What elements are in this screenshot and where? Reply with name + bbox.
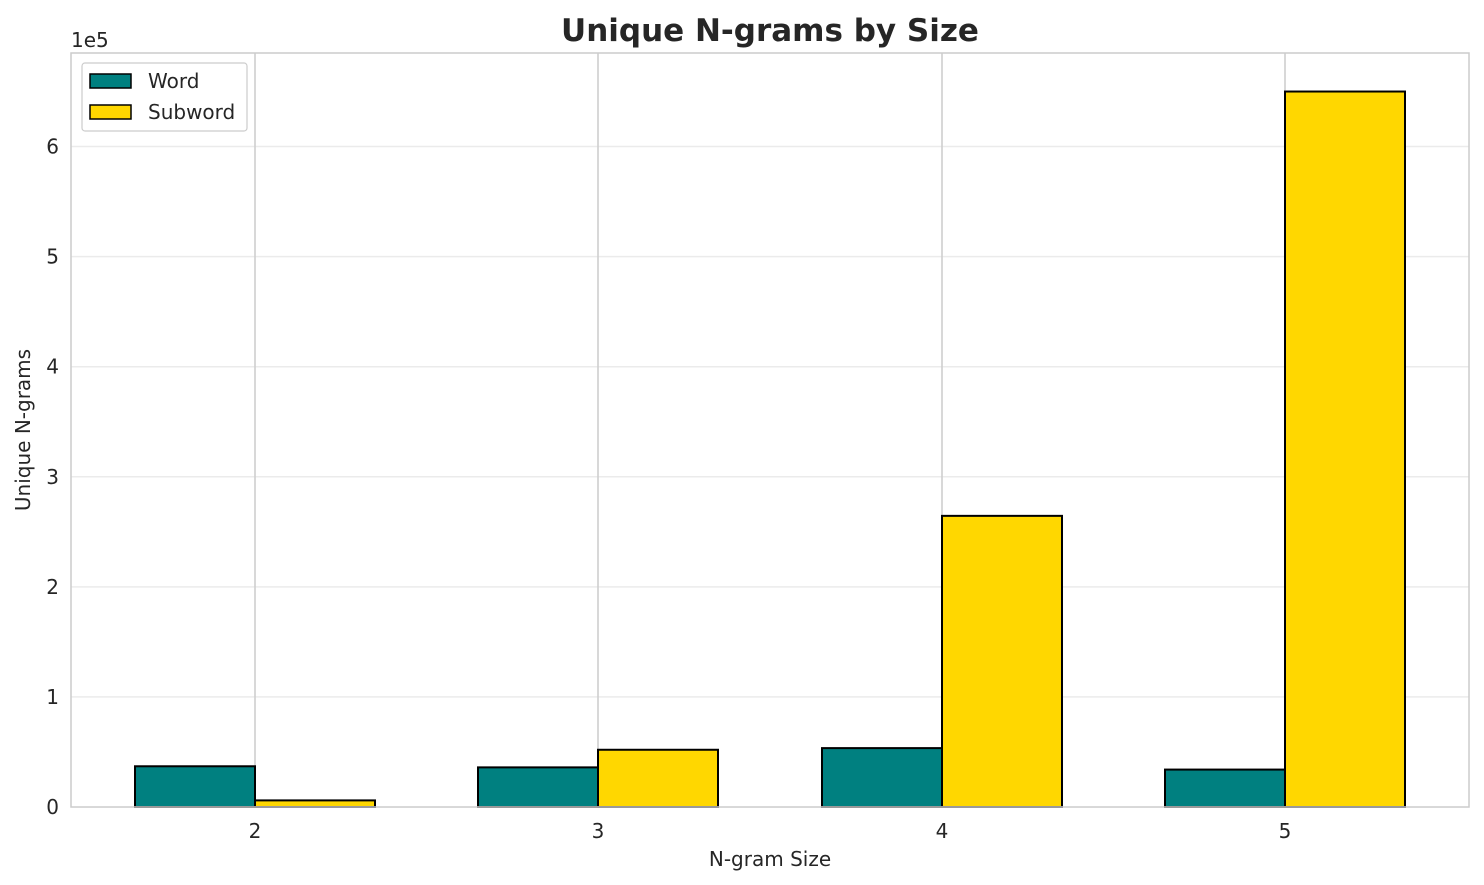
bar-word-5 [1164,768,1286,809]
x-tick-label: 3 [592,819,605,843]
bar-word-3 [477,766,599,808]
y-gridlines [71,145,1469,698]
legend-swatch-subword [89,104,132,120]
bar-word-2 [134,765,256,809]
y-tick-label: 3 [46,465,59,489]
x-tick-labels: 2 3 4 5 [249,819,1292,843]
x-tick-label: 4 [936,819,949,843]
y-tick-labels: 0 1 2 3 4 5 6 [46,135,59,819]
legend-label-word: Word [148,69,199,93]
x-axis-label: N-gram Size [709,847,831,871]
bar-subword-2 [254,799,376,809]
y-tick-label: 0 [46,795,59,819]
y-multiplier-label: 1e5 [71,28,109,52]
bar-word-4 [821,747,943,809]
bar-subword-3 [597,748,719,808]
y-tick-label: 1 [46,685,59,709]
y-tick-label: 5 [46,245,59,269]
x-tick-label: 5 [1279,819,1292,843]
legend: Word Subword [81,62,248,132]
chart-title: Unique N-grams by Size [561,13,979,49]
legend-label-subword: Subword [148,100,235,124]
y-axis-label: Unique N-grams [11,349,35,511]
y-tick-label: 6 [46,135,59,159]
bar-subword-4 [941,514,1063,808]
plot-area [71,53,1469,807]
y-tick-label: 4 [46,355,59,379]
bar-subword-5 [1284,90,1406,808]
x-tick-label: 2 [249,819,262,843]
plot-frame [70,52,1470,808]
legend-swatch-word [89,73,132,89]
y-tick-label: 2 [46,575,59,599]
